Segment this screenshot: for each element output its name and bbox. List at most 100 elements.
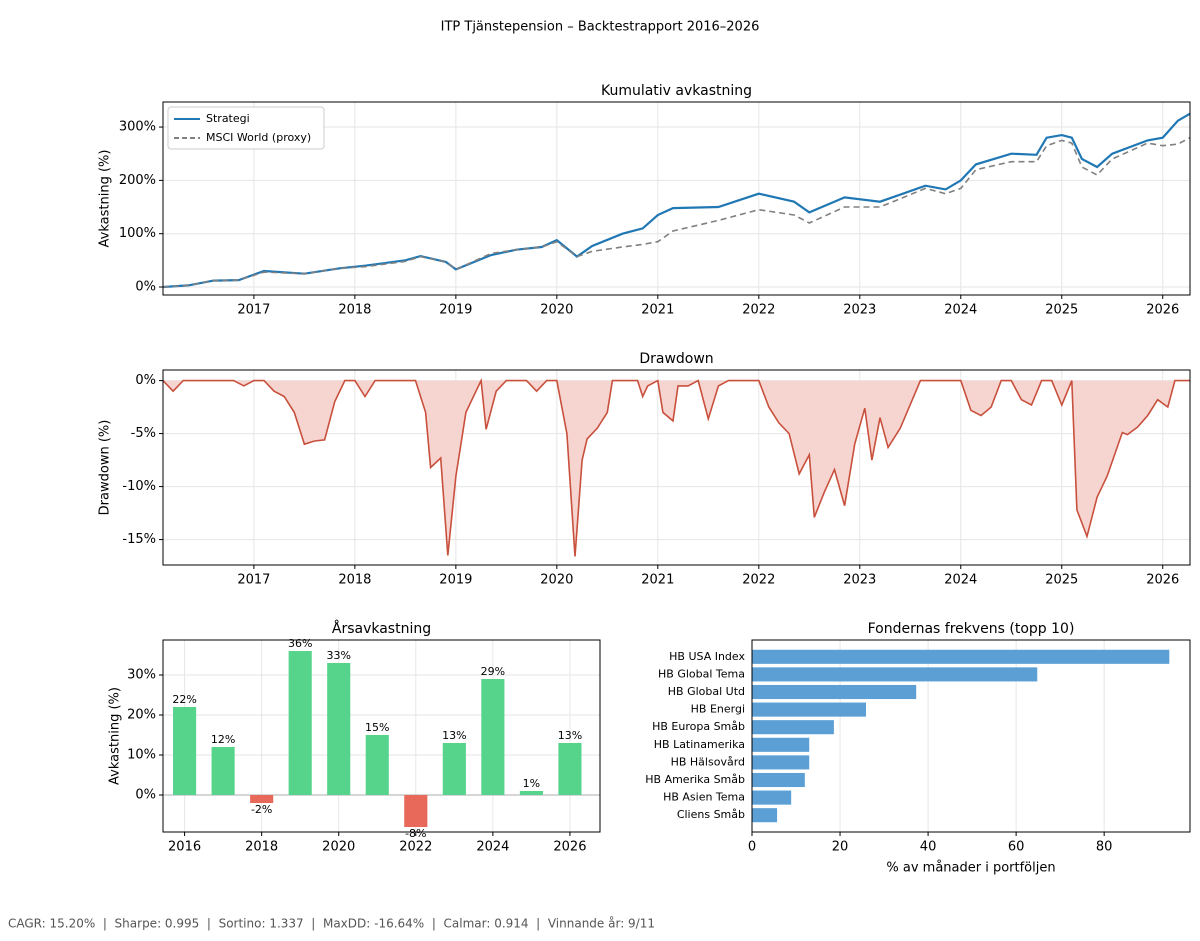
y-tick-label: 0% <box>135 373 156 388</box>
y-tick-label: -5% <box>131 426 156 441</box>
line <box>162 377 1190 557</box>
y-tick-label: -15% <box>122 532 156 547</box>
x-tick-label: 2021 <box>641 573 674 588</box>
bar <box>752 772 805 788</box>
x-tick-label: 2018 <box>338 303 371 318</box>
axes-frame <box>162 639 601 833</box>
y-tick-label: HB Amerika Småb <box>645 773 745 786</box>
x-tick-label: 20 <box>832 840 849 855</box>
bar <box>442 743 466 795</box>
y-tick-label: HB Latinamerika <box>654 738 745 751</box>
y-tick-label: 0% <box>135 788 156 803</box>
line <box>162 136 1191 288</box>
y-tick-label: 300% <box>119 120 156 135</box>
area <box>163 380 1190 557</box>
y-tick-label: HB Global Tema <box>658 667 745 680</box>
bar <box>752 667 1038 682</box>
bar <box>752 649 1170 664</box>
x-tick-label: 2022 <box>399 840 432 855</box>
value-label: 12% <box>211 733 235 746</box>
x-tick-label: 2026 <box>1146 303 1179 318</box>
value-label: 1% <box>523 777 540 790</box>
axes-frame <box>162 101 1191 296</box>
bar <box>752 684 917 700</box>
y-tick-label: 10% <box>127 748 156 763</box>
value-label: 13% <box>442 729 466 742</box>
bar <box>250 795 274 803</box>
y-axis-label: Avkastning (%) <box>108 687 123 785</box>
value-label: 36% <box>288 637 312 650</box>
x-tick-label: 2024 <box>476 840 509 855</box>
x-tick-label: 2023 <box>843 303 876 318</box>
bar <box>752 720 834 735</box>
y-tick-label: 200% <box>119 173 156 188</box>
x-tick-label: 2022 <box>742 573 775 588</box>
x-tick-label: 2016 <box>168 840 201 855</box>
bar <box>365 735 389 795</box>
value-label: 13% <box>558 729 582 742</box>
chart-title: Fondernas frekvens (topp 10) <box>868 621 1075 637</box>
x-tick-label: 2022 <box>742 303 775 318</box>
y-tick-label: 20% <box>127 708 156 723</box>
x-tick-label: 2026 <box>553 840 586 855</box>
chart-title: Kumulativ avkastning <box>601 83 752 99</box>
y-tick-label: HB Europa Småb <box>652 720 745 733</box>
chart-title: Drawdown <box>639 351 713 367</box>
x-tick-label: 2024 <box>944 573 977 588</box>
x-tick-label: 2024 <box>944 303 977 318</box>
y-axis-label: Avkastning (%) <box>98 150 113 248</box>
x-tick-label: 2020 <box>540 573 573 588</box>
bar <box>752 790 792 805</box>
bar <box>519 791 543 795</box>
chart-title: Årsavkastning <box>332 620 431 637</box>
y-tick-label: 100% <box>119 226 156 241</box>
y-tick-label: HB Hälsovård <box>671 755 745 768</box>
value-label: -2% <box>251 803 272 816</box>
figure-title: ITP Tjänstepension – Backtestrapport 201… <box>441 20 760 35</box>
y-tick-label: Cliens Småb <box>677 808 745 821</box>
value-label: 15% <box>365 721 389 734</box>
x-tick-label: 2020 <box>322 840 355 855</box>
value-label: 22% <box>172 693 196 706</box>
bar <box>288 651 312 795</box>
y-tick-label: 0% <box>135 280 156 295</box>
bar <box>327 663 351 795</box>
bar <box>558 743 582 795</box>
x-tick-label: 2026 <box>1146 573 1179 588</box>
x-tick-label: 40 <box>920 840 937 855</box>
x-tick-label: 2019 <box>439 303 472 318</box>
bar <box>211 747 235 795</box>
footer: CAGR: 15.20% | Sharpe: 0.995 | Sortino: … <box>8 917 655 931</box>
line <box>162 112 1191 289</box>
legend-label: Strategi <box>206 112 250 125</box>
x-axis-label: % av månader i portföljen <box>886 861 1055 876</box>
bar <box>752 702 867 717</box>
bar <box>752 737 810 752</box>
x-tick-label: 2018 <box>338 573 371 588</box>
x-tick-label: 2017 <box>237 573 270 588</box>
y-axis-label: Drawdown (%) <box>98 420 113 516</box>
value-label: 33% <box>326 649 350 662</box>
x-tick-label: 0 <box>748 840 756 855</box>
y-tick-label: HB Asien Tema <box>663 791 745 804</box>
x-tick-label: 2025 <box>1045 573 1078 588</box>
y-tick-label: HB Energi <box>691 703 745 716</box>
x-tick-label: 60 <box>1008 840 1025 855</box>
x-tick-label: 2017 <box>237 303 270 318</box>
x-tick-label: 2023 <box>843 573 876 588</box>
x-tick-label: 2018 <box>245 840 278 855</box>
y-tick-label: HB Global Utd <box>668 685 745 698</box>
x-tick-label: 2021 <box>641 303 674 318</box>
value-label: -8% <box>405 827 426 840</box>
legend-label: MSCI World (proxy) <box>206 131 311 144</box>
legend-box <box>167 106 325 150</box>
value-label: 29% <box>481 665 505 678</box>
y-tick-label: 30% <box>127 668 156 683</box>
axes-frame <box>162 369 1191 566</box>
x-tick-label: 2025 <box>1045 303 1078 318</box>
x-tick-label: 80 <box>1096 840 1113 855</box>
y-tick-label: -10% <box>122 479 156 494</box>
bar <box>481 679 505 795</box>
bar <box>752 755 810 770</box>
